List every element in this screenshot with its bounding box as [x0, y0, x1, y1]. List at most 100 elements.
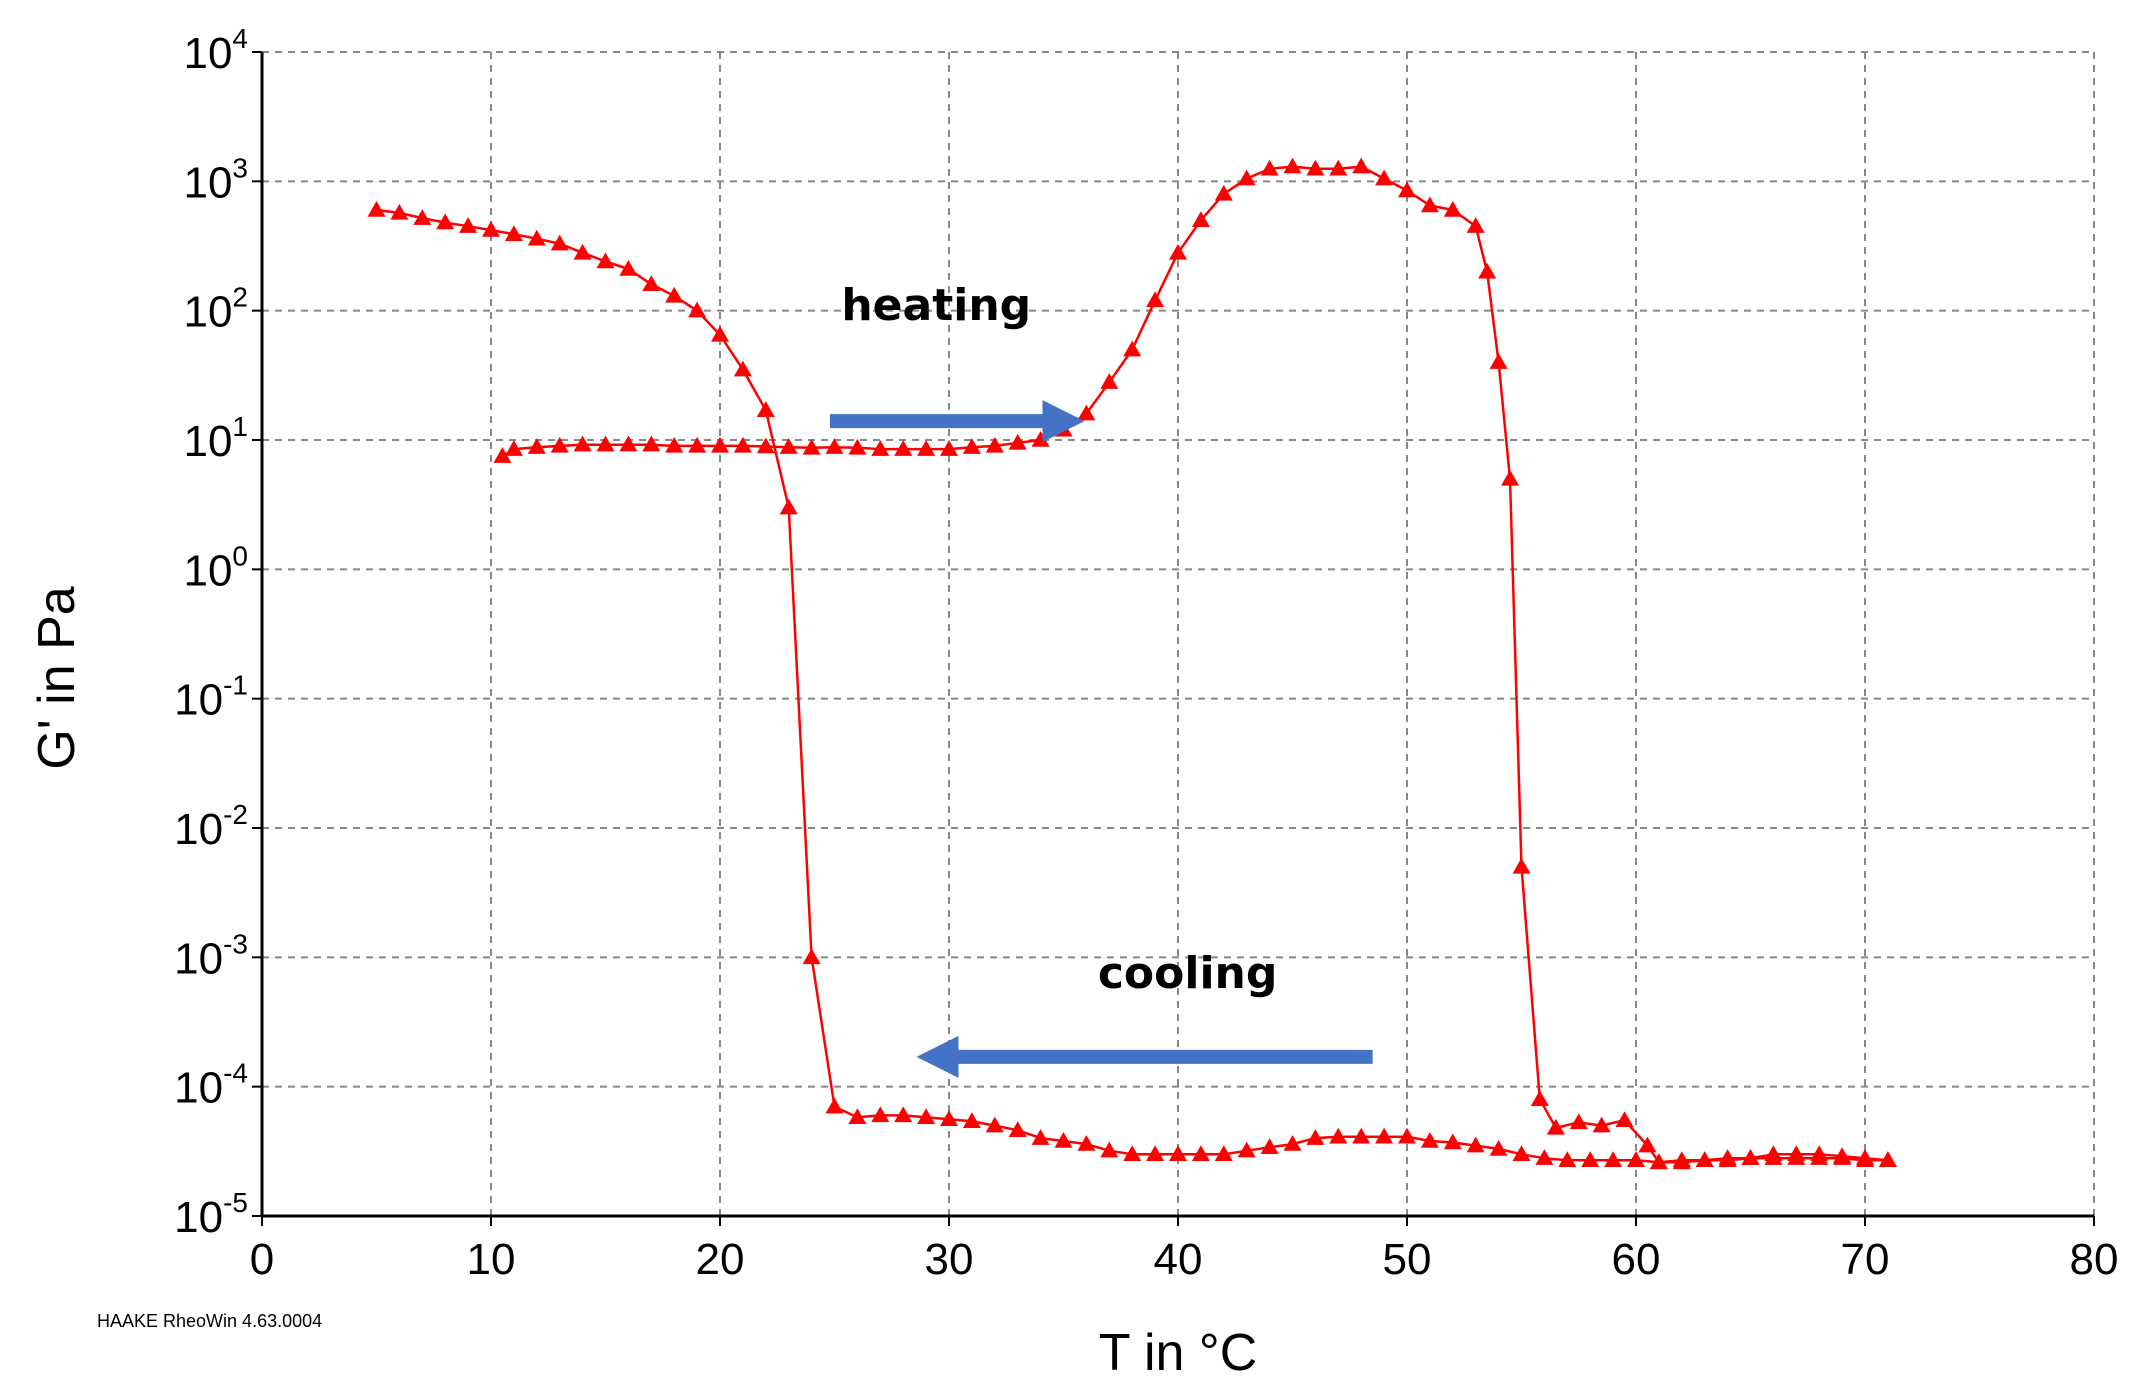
data-point-marker: [1489, 353, 1508, 369]
data-point-marker: [1833, 1147, 1852, 1163]
data-point-marker: [1741, 1149, 1760, 1165]
data-point-marker: [596, 252, 615, 269]
data-point-marker: [1695, 1151, 1714, 1167]
data-point-marker: [619, 259, 638, 276]
data-point-marker: [848, 438, 867, 455]
data-point-marker: [1398, 1127, 1416, 1144]
data-point-marker: [482, 221, 500, 237]
data-point-marker: [1627, 1151, 1645, 1167]
data-point-marker: [1489, 1139, 1508, 1156]
data-point-marker: [504, 225, 523, 241]
x-axis-title: T in °C: [1099, 1324, 1258, 1382]
tick-labels: 0 10 20 30 40 50 60 70 80 104 103 102 101 100 10-1 10-2…: [174, 23, 2118, 1284]
data-point-marker: [1878, 1151, 1897, 1167]
data-point-marker: [390, 203, 409, 220]
data-point-marker: [1123, 1145, 1142, 1162]
data-point-marker: [1008, 433, 1027, 450]
data-point-marker: [1191, 211, 1210, 228]
data-point-marker: [642, 275, 661, 292]
series-line-2: [501, 165, 1889, 1164]
data-point-marker: [1810, 1145, 1829, 1162]
data-point-marker: [1478, 262, 1497, 279]
data-point-marker: [1546, 1118, 1565, 1135]
data-point-marker: [1535, 1149, 1554, 1165]
data-point-marker: [779, 438, 798, 454]
data-point-marker: [504, 440, 523, 456]
credit-text: HAAKE RheoWin 4.63.0004: [97, 1311, 322, 1331]
data-point-marker: [917, 1108, 936, 1125]
data-point-marker: [962, 1112, 981, 1129]
data-point-marker: [1237, 1141, 1256, 1158]
data-point-marker: [1420, 1132, 1439, 1148]
data-point-marker: [1375, 1127, 1394, 1144]
cooling-label: cooling: [1098, 948, 1278, 999]
data-point-marker: [596, 435, 615, 452]
x-tick-label: 70: [1841, 1235, 1890, 1284]
y-tick-label: 10-1: [174, 670, 248, 725]
data-point-marker: [367, 201, 386, 217]
data-point-marker: [550, 234, 569, 251]
data-point-marker: [1306, 159, 1325, 176]
y-tick-label: 101: [183, 411, 248, 466]
data-point-marker: [1169, 243, 1187, 260]
data-point-marker: [1146, 1145, 1165, 1162]
heating-label: heating: [841, 280, 1031, 331]
data-point-marker: [1100, 1141, 1119, 1158]
data-point-marker: [1237, 169, 1256, 186]
data-point-marker: [1375, 169, 1394, 186]
data-point-marker: [459, 217, 478, 233]
data-point-marker: [1191, 1145, 1210, 1162]
data-point-marker: [550, 436, 569, 453]
data-point-marker: [1283, 157, 1302, 174]
data-point-marker: [962, 438, 981, 454]
data-point-marker: [1329, 1127, 1348, 1144]
data-point-marker: [1054, 1132, 1073, 1148]
x-tick-label: 0: [250, 1235, 274, 1284]
data-point-marker: [802, 948, 821, 965]
series: [367, 157, 1897, 1170]
data-point-marker: [493, 447, 512, 463]
data-point-marker: [1100, 373, 1119, 389]
data-point-marker: [1569, 1113, 1588, 1130]
data-point-marker: [733, 436, 752, 453]
data-point-marker: [1031, 431, 1050, 447]
data-point-marker: [940, 1110, 958, 1126]
data-point-marker: [573, 435, 592, 452]
data-point-marker: [1443, 201, 1462, 217]
data-point-marker: [1077, 1135, 1096, 1151]
axes: [252, 51, 2095, 1226]
data-point-marker: [1146, 291, 1165, 308]
data-point-marker: [871, 440, 890, 456]
data-point-marker: [1581, 1151, 1600, 1167]
grid: [262, 51, 2095, 1216]
x-tick-label: 10: [467, 1235, 516, 1284]
data-point-marker: [756, 401, 775, 417]
data-point-marker: [733, 360, 752, 377]
y-axis-title: G' in Pa: [28, 586, 86, 769]
data-point-marker: [1615, 1111, 1634, 1127]
data-point-marker: [1214, 1145, 1233, 1162]
data-point-marker: [1008, 1121, 1027, 1138]
data-point-marker: [1352, 1127, 1371, 1144]
data-point-marker: [985, 436, 1004, 453]
y-tick-label: 103: [183, 152, 248, 207]
x-tick-label: 80: [2070, 1235, 2119, 1284]
y-tick-label: 102: [183, 282, 248, 337]
data-point-marker: [527, 438, 546, 454]
data-point-marker: [619, 435, 638, 452]
data-point-marker: [1501, 469, 1520, 486]
data-point-marker: [1466, 1136, 1485, 1153]
data-point-marker: [1306, 1129, 1325, 1145]
data-point-marker: [1352, 157, 1371, 174]
y-tick-label: 100: [183, 540, 248, 595]
data-point-marker: [894, 1106, 913, 1123]
data-point-marker: [1398, 181, 1416, 198]
data-point-marker: [1604, 1151, 1623, 1167]
data-point-marker: [1031, 1129, 1050, 1145]
y-tick-label: 10-4: [174, 1058, 248, 1113]
y-tick-label: 10-5: [174, 1187, 248, 1242]
data-point-marker: [436, 213, 455, 230]
data-point-marker: [917, 440, 936, 456]
data-point-marker: [1329, 159, 1348, 176]
